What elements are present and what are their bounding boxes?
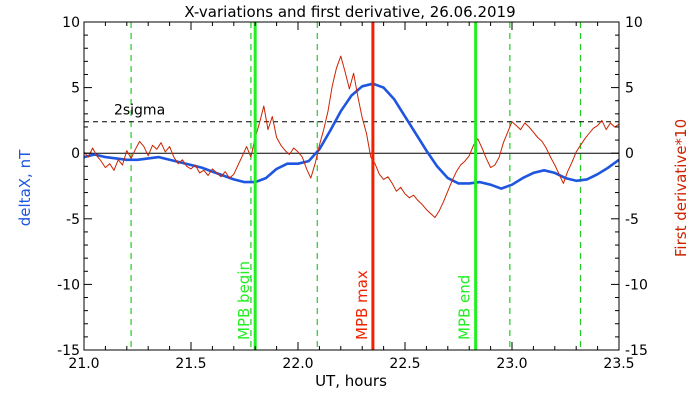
x-tick-label: 23.5 [603,356,634,372]
y-right-tick-label: -15 [625,343,648,359]
x-tick-label: 21.5 [175,356,206,372]
marker-label-2: MPB end [456,275,474,340]
y-left-tick-label: -5 [66,212,80,228]
y-left-tick-label: -10 [57,277,80,293]
x-tick-label: 23.0 [496,356,527,372]
y-left-tick-label: 5 [71,81,80,97]
y-right-tick-label: 0 [625,146,634,162]
y-left-tick-label: 0 [71,146,80,162]
right-axis-label: First derivative*10 [672,119,690,257]
left-axis-label: deltaX, nT [16,149,34,226]
plot-frame [83,21,620,351]
y-right-tick-label: 10 [625,15,643,31]
y-left-tick-label: 10 [62,15,80,31]
x-tick-label: 22.0 [282,356,313,372]
series-line-derivative [83,55,620,218]
y-right-tick-label: -10 [625,277,648,293]
series-line-deltax [83,82,620,190]
x-tick-label: 22.5 [389,356,420,372]
x-tick-label: 21.0 [68,356,99,372]
x-axis-label: UT, hours [315,372,387,390]
y-right-tick-label: -5 [625,212,639,228]
chart-title: X-variations and first derivative, 26.06… [184,3,515,21]
threshold-label: 2sigma [114,103,165,119]
y-right-tick-label: 5 [625,81,634,97]
marker-label-1: MPB max [353,270,371,340]
marker-label-0: MPB begin [235,261,253,340]
y-left-tick-label: -15 [57,343,80,359]
